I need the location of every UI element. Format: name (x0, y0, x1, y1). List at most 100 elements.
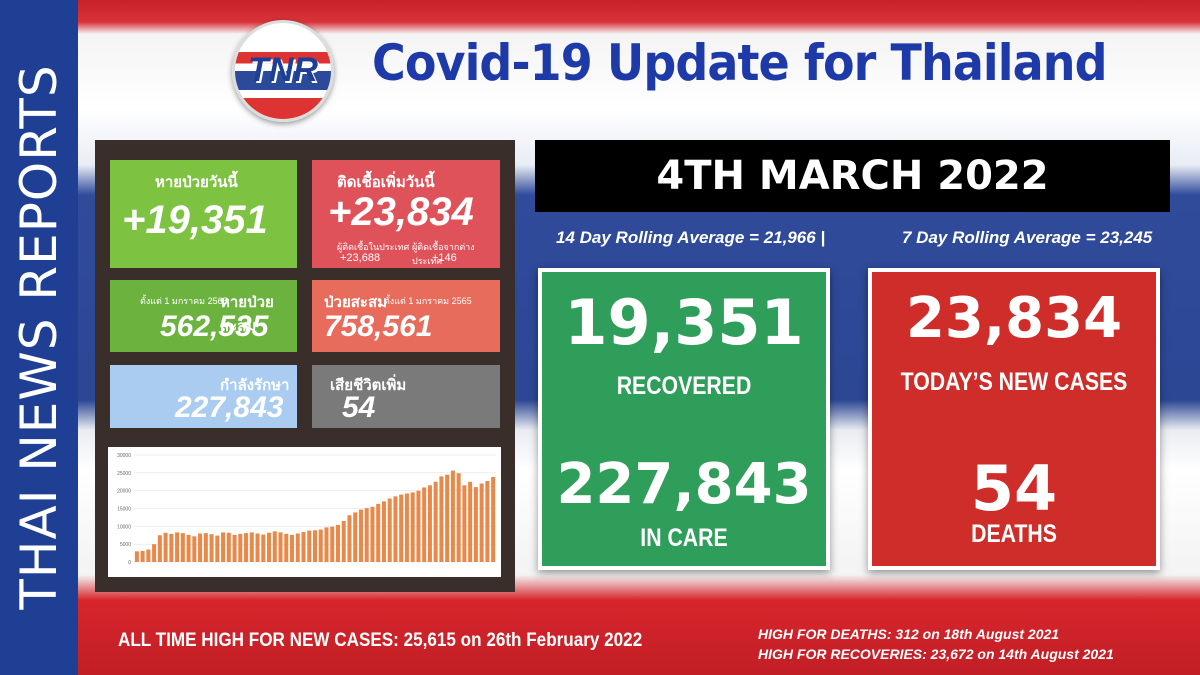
bar (473, 487, 478, 562)
label: ติดเชื้อเพิ่มวันนี้ (337, 174, 435, 191)
bar (353, 512, 358, 562)
bar (157, 535, 162, 562)
bar (468, 481, 473, 562)
domestic-label: ผู้ติดเชื้อในประเทศ (337, 242, 410, 252)
bar (175, 532, 180, 562)
side-strip: THAI NEWS REPORTS (0, 0, 78, 675)
bar (152, 544, 157, 562)
bar (307, 530, 312, 562)
total-cases-cell: ป่วยสะสม ตั้งแต่ 1 มกราคม 2565 758,561 (312, 280, 500, 352)
bar (290, 534, 295, 562)
bar (284, 533, 289, 562)
bar (146, 549, 151, 562)
new-cases-cell: ติดเชื้อเพิ่มวันนี้ +23,834 ผู้ติดเชื้อใ… (312, 160, 500, 268)
bar (358, 509, 363, 562)
rolling-7: 7 Day Rolling Average = 23,245 (902, 228, 1153, 247)
y-tick-label: 30000 (117, 453, 131, 459)
new-cases-high: ALL TIME HIGH FOR NEW CASES: 25,615 on 2… (118, 630, 643, 651)
bar (399, 494, 404, 562)
since-label: ตั้งแต่ 1 มกราคม 2565 (140, 296, 228, 306)
bar (404, 493, 409, 562)
bar (439, 476, 444, 562)
label: หายป่วยสะสม (220, 294, 274, 335)
bar (347, 515, 352, 562)
bar (318, 529, 323, 562)
bar (393, 496, 398, 562)
y-tick-label: 25000 (117, 471, 131, 477)
deaths-high: HIGH FOR DEATHS: 312 on 18th August 2021 (758, 626, 1060, 642)
since-label: ตั้งแต่ 1 มกราคม 2565 (384, 296, 472, 306)
bar (462, 485, 467, 562)
in-care-cell: กำลังรักษา 227,843 (110, 365, 297, 428)
bar (456, 473, 461, 562)
recovered-today-cell: หายป่วยวันนี้ +19,351 (110, 160, 297, 268)
bar (140, 550, 145, 562)
bar (427, 485, 432, 562)
bar (381, 501, 386, 562)
imported: +146 (432, 252, 457, 264)
thai-panel: หายป่วยวันนี้ +19,351 ติดเชื้อเพิ่มวันนี… (95, 140, 515, 592)
bar (232, 534, 237, 562)
value: 758,561 (324, 310, 433, 343)
bar (450, 470, 455, 562)
bar (416, 490, 421, 562)
bar (249, 532, 254, 562)
bar (226, 532, 231, 562)
bar (215, 535, 220, 562)
bar (255, 533, 260, 562)
bar (491, 476, 496, 562)
bar (301, 532, 306, 562)
bar (238, 533, 243, 562)
recovered: 19,351 (564, 286, 804, 359)
bar (295, 533, 300, 562)
new-cases: 23,834 (905, 286, 1123, 351)
bar (433, 481, 438, 562)
bar (267, 532, 272, 562)
value: 562,535 (160, 310, 269, 343)
domestic: +23,688 (340, 252, 381, 264)
value: +19,351 (122, 198, 268, 242)
new-cases-label: TODAY’S NEW CASES (900, 368, 1128, 396)
bar (261, 534, 266, 562)
label: ป่วยสะสม (324, 294, 387, 311)
y-tick-label: 0 (128, 560, 131, 566)
bar (169, 533, 174, 562)
value: 227,843 (175, 391, 284, 424)
bar (335, 524, 340, 562)
bar (221, 532, 226, 562)
red-box: 23,834 TODAY’S NEW CASES 54 DEATHS (868, 268, 1160, 570)
y-tick-label: 5000 (120, 542, 131, 548)
logo-text: TNR (248, 51, 318, 89)
bar (134, 551, 139, 562)
bar (180, 533, 185, 562)
bar (192, 536, 197, 562)
bar (324, 527, 329, 562)
deaths: 54 (970, 452, 1058, 525)
bar (203, 533, 208, 562)
date: 4TH MARCH 2022 (535, 140, 1170, 212)
bar (364, 508, 369, 562)
logo: TNR (232, 20, 334, 122)
bar (330, 526, 335, 562)
in-care: 227,843 (556, 452, 812, 517)
bar (272, 531, 277, 562)
bar (387, 498, 392, 562)
bar (244, 533, 249, 562)
bar (198, 533, 203, 562)
bar (209, 534, 214, 562)
bar (376, 503, 381, 562)
bar (278, 532, 283, 562)
bar (370, 506, 375, 562)
imported-label: ผู้ติดเชื้อจากต่างประเทศ (412, 242, 475, 266)
bar (479, 483, 484, 562)
recovered-label: RECOVERED (616, 372, 752, 400)
bar (422, 487, 427, 562)
bar (410, 492, 415, 562)
value: +23,834 (328, 190, 474, 234)
bar (312, 530, 318, 562)
label: เสียชีวิตเพิ่ม (330, 377, 407, 394)
deaths-cell: เสียชีวิตเพิ่ม 54 (312, 365, 500, 428)
recoveries-high: HIGH FOR RECOVERIES: 23,672 on 14th Augu… (758, 646, 1114, 662)
y-tick-label: 20000 (117, 489, 131, 495)
